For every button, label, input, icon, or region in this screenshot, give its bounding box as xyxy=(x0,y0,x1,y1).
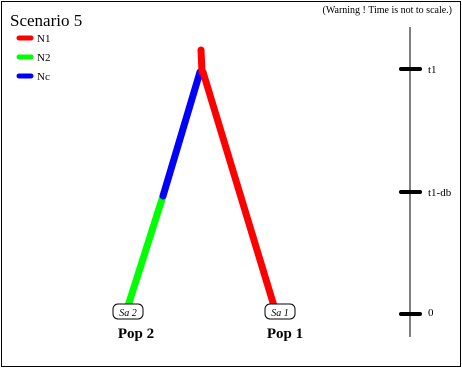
sample-tag-box-pop2 xyxy=(112,303,144,320)
tick-label-zero: 0 xyxy=(428,307,434,319)
branch-pop1-n1 xyxy=(199,68,278,310)
legend: N1 N2 Nc xyxy=(16,33,50,83)
sample-pop2: Sa 2 Pop 2 xyxy=(112,303,154,342)
time-scale-warning: (Warning ! Time is not to scale.) xyxy=(323,5,452,16)
scenario-title: Scenario 5 xyxy=(10,11,82,30)
tick-label-t1: t1 xyxy=(428,64,437,76)
sample-tag-box-pop1 xyxy=(264,303,296,320)
sample-pop1: Sa 1 Pop 1 xyxy=(264,303,303,342)
population-label-pop1: Pop 1 xyxy=(267,326,303,342)
tick-label-t1-db: t1-db xyxy=(428,187,452,199)
population-label-pop2: Pop 2 xyxy=(118,326,154,342)
legend-label-n1: N1 xyxy=(37,33,50,45)
branch-pop2-nc xyxy=(159,68,204,200)
sample-tag-pop2: Sa 2 xyxy=(119,308,137,319)
ancestral-stem xyxy=(197,46,206,76)
legend-label-n2: N2 xyxy=(37,52,50,64)
branch-pop2-n2 xyxy=(124,192,167,310)
population-tree xyxy=(124,46,278,310)
time-axis: t1 t1-db 0 xyxy=(399,27,452,337)
sample-tag-pop1: Sa 1 xyxy=(271,308,289,319)
legend-label-nc: Nc xyxy=(37,71,50,83)
